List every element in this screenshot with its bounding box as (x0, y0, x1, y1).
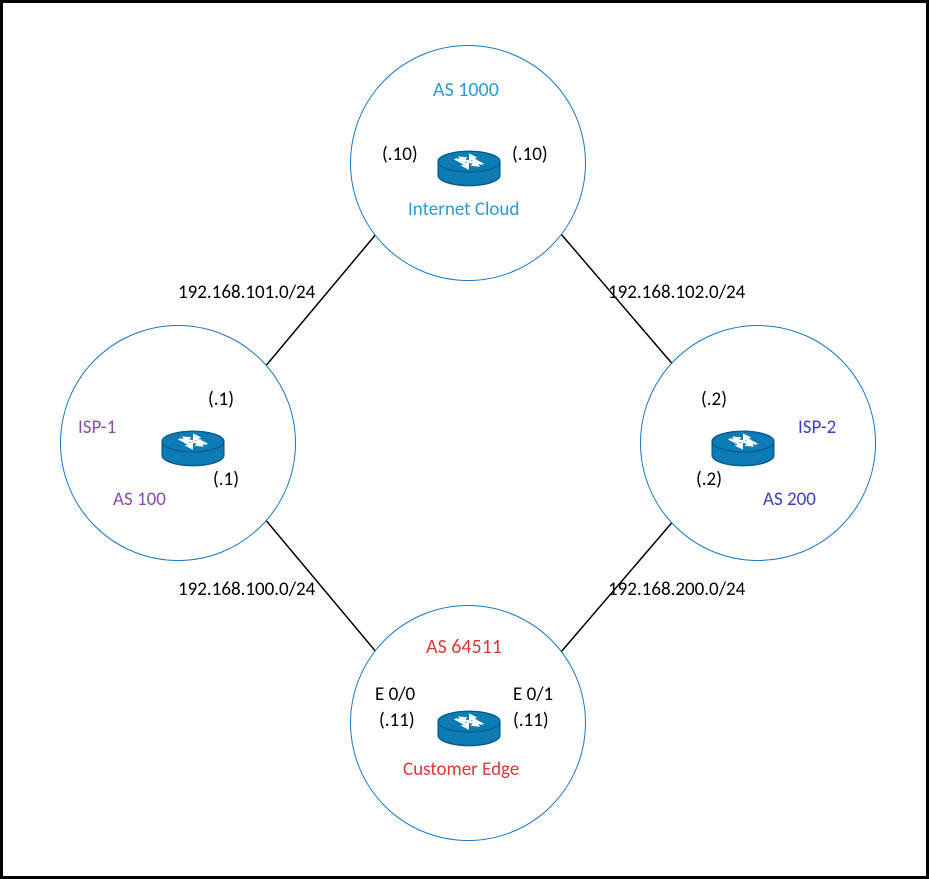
subnet-label-isp1-customer: 192.168.100.0/24 (178, 578, 315, 601)
interface-ip-isp2-top: (.2) (701, 388, 727, 411)
as-label-isp2: AS 200 (763, 488, 816, 511)
interface-ip-isp1-bottom: (.1) (213, 468, 239, 491)
interface-ip-isp2-bottom: (.2) (696, 468, 722, 491)
as-label-internet: AS 1000 (433, 78, 499, 102)
node-name-isp2: ISP-2 (798, 416, 836, 439)
network-diagram: AS 1000 Internet Cloud (.10) (.10) ISP-1… (0, 0, 929, 879)
interface-ip-customer-right: (.11) (513, 709, 549, 732)
subnet-label-internet-isp1: 192.168.101.0/24 (178, 281, 315, 304)
interface-name-customer-right: E 0/1 (513, 683, 553, 706)
interface-ip-isp1-top: (.1) (208, 388, 234, 411)
interface-ip-internet-right: (.10) (512, 143, 548, 166)
router-icon-isp1 (158, 421, 228, 469)
node-name-internet: Internet Cloud (408, 198, 519, 221)
node-name-isp1: ISP-1 (78, 416, 116, 439)
interface-name-customer-left: E 0/0 (375, 683, 415, 706)
subnet-label-internet-isp2: 192.168.102.0/24 (608, 281, 745, 304)
router-icon-isp2 (708, 421, 778, 469)
as-label-customer: AS 64511 (426, 635, 502, 659)
subnet-label-isp2-customer: 192.168.200.0/24 (608, 578, 745, 601)
router-icon-customer (434, 701, 504, 749)
interface-ip-customer-left: (.11) (379, 709, 415, 732)
as-label-isp1: AS 100 (113, 488, 166, 511)
router-icon-internet (434, 141, 504, 189)
node-name-customer: Customer Edge (403, 758, 519, 781)
interface-ip-internet-left: (.10) (382, 143, 418, 166)
